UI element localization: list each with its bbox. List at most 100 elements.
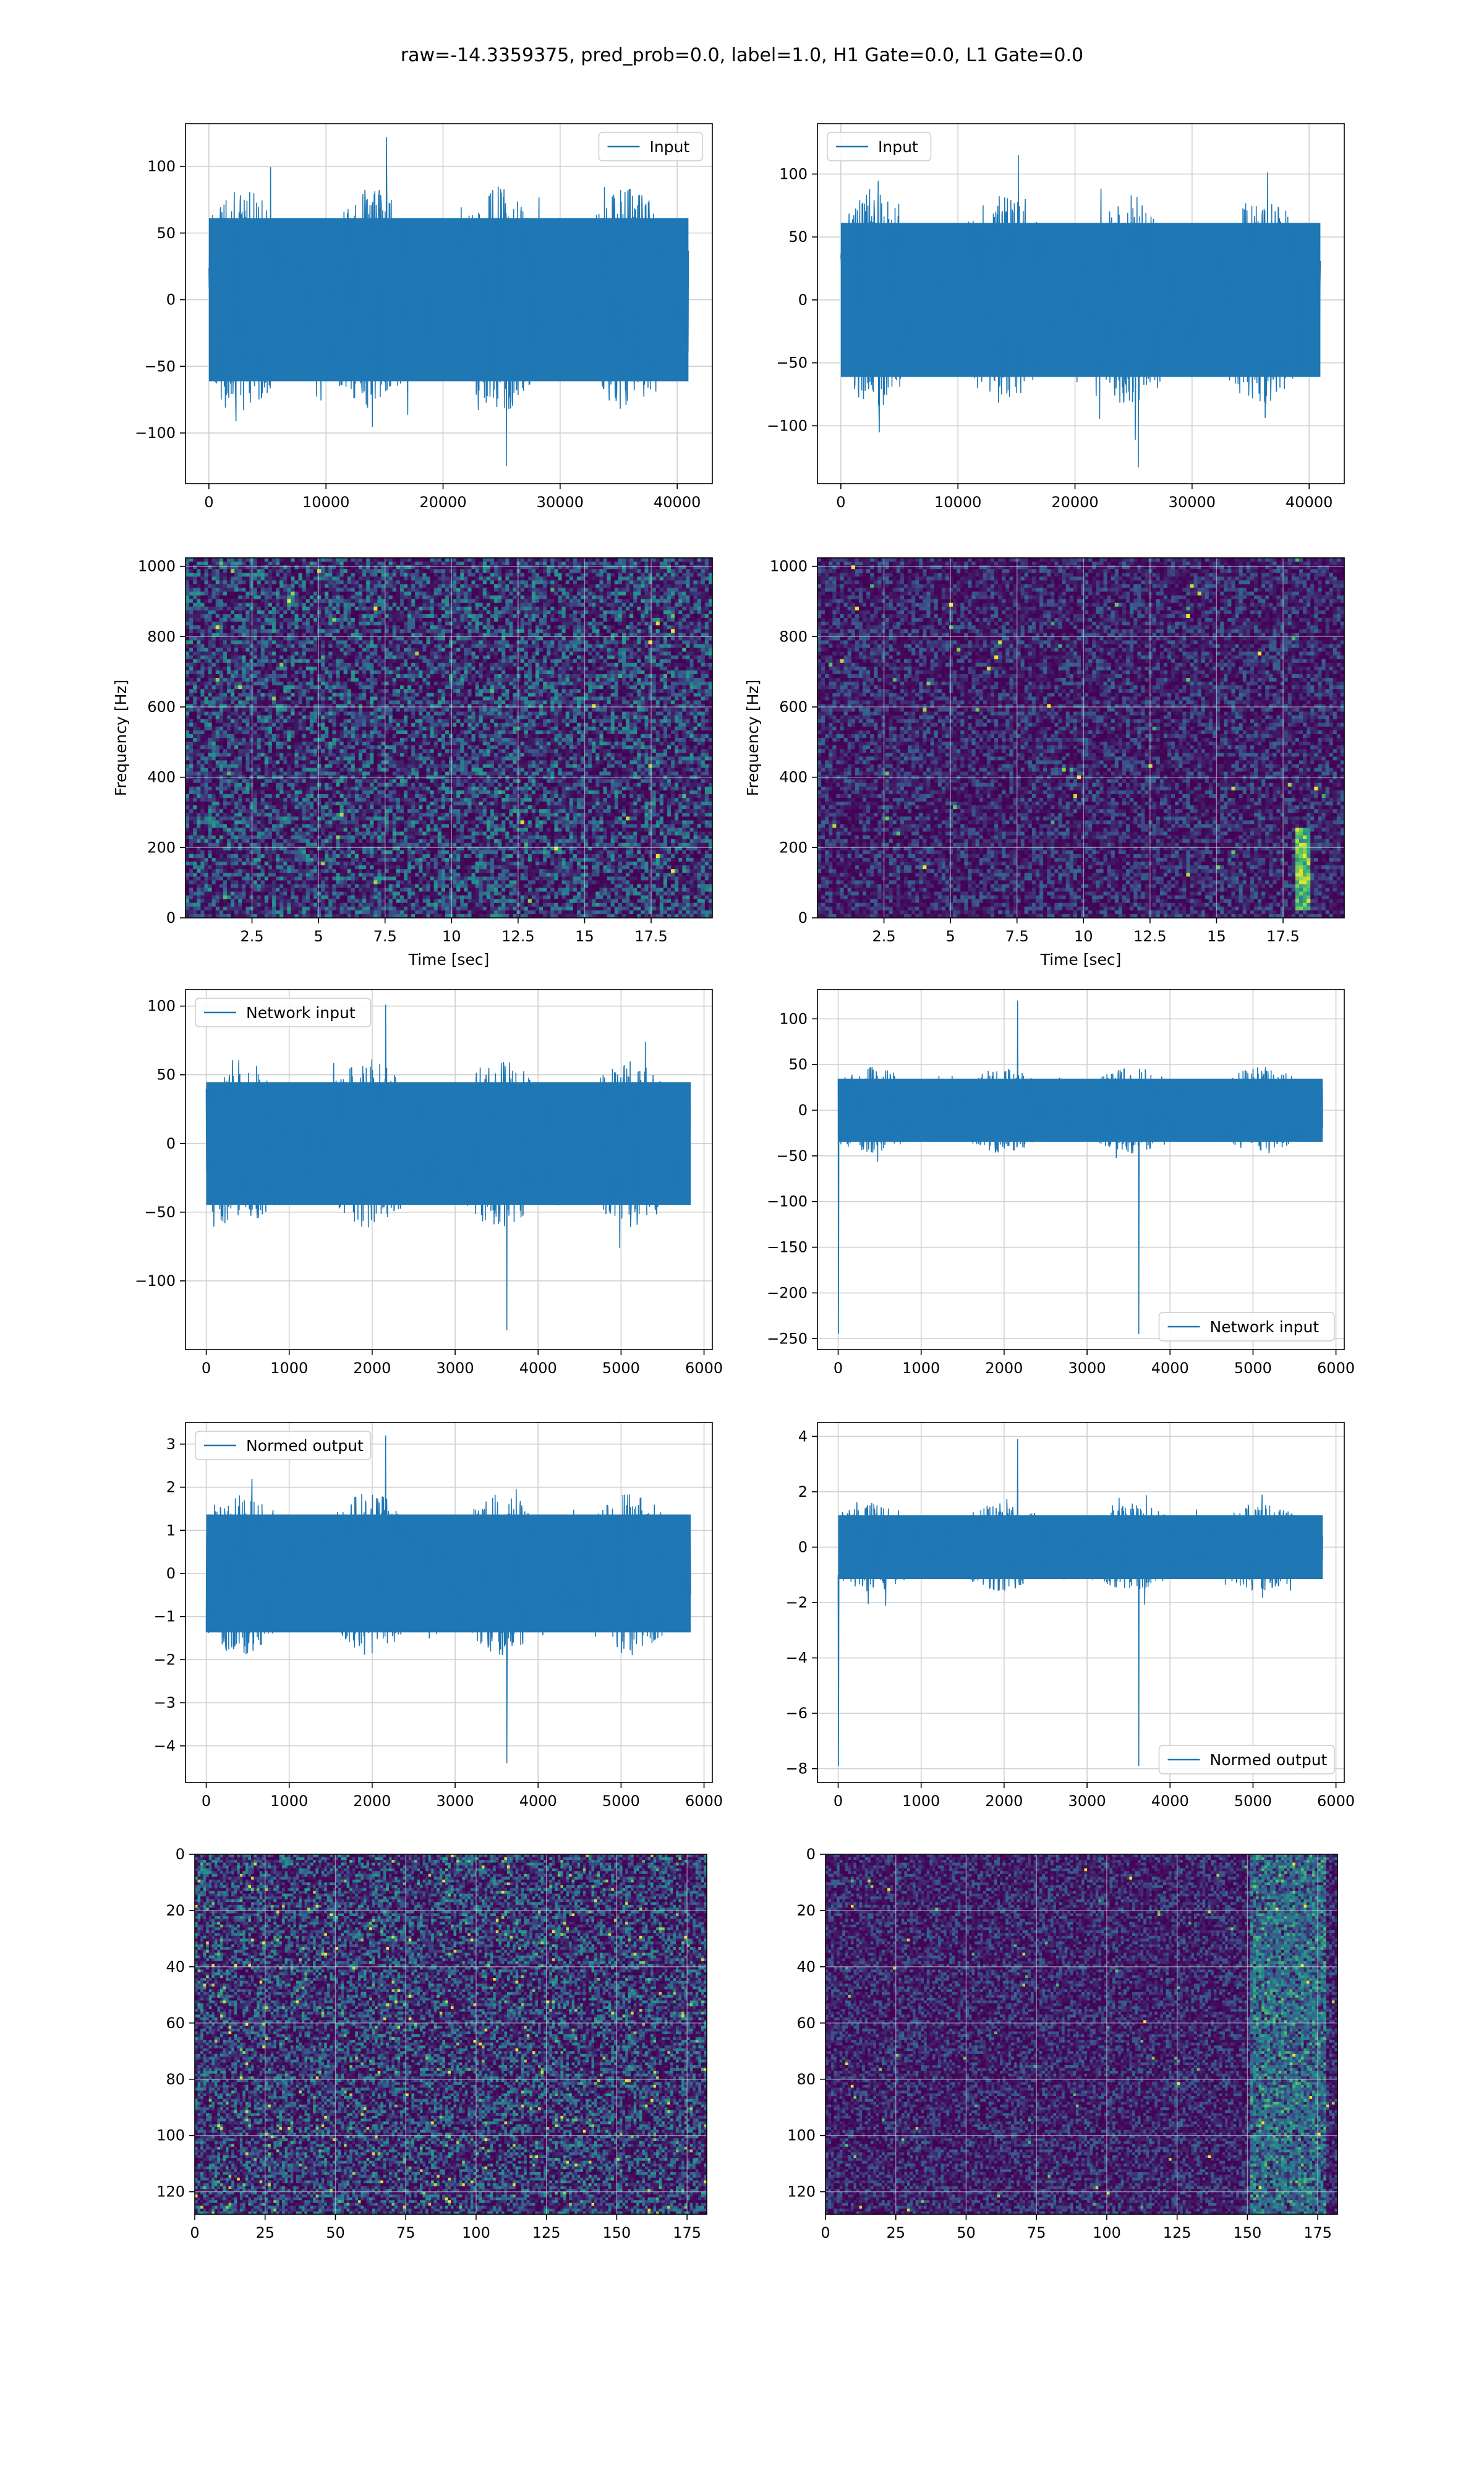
panel-spectrogram-h1-x-tick-label: 2.5 xyxy=(240,928,263,945)
panel-feature-map-l1-y-tick-label: 40 xyxy=(796,1958,816,1975)
panel-normed-output-l1-y-tick-label: 2 xyxy=(798,1483,808,1500)
panel-spectrogram-l1-x-tick-label: 17.5 xyxy=(1266,928,1299,945)
panel-normed-output-h1-y-tick-label: −2 xyxy=(154,1651,176,1668)
panel-network-input-h1-x-tick-label: 5000 xyxy=(602,1359,640,1377)
panel-feature-map-l1-y-tick-label: 20 xyxy=(796,1902,816,1919)
panel-input-h1-x-tick-label: 40000 xyxy=(654,494,701,511)
panel-network-input-l1-legend-label: Network input xyxy=(1210,1318,1320,1336)
panel-feature-map-l1-x-tick-label: 175 xyxy=(1303,2224,1332,2241)
panel-spectrogram-l1-y-tick-label: 400 xyxy=(779,769,808,786)
panel-feature-map-h1-x-tick-label: 0 xyxy=(190,2224,199,2241)
panel-spectrogram-h1-x-tick-label: 5 xyxy=(314,928,323,945)
panel-network-input-l1-x-tick-label: 6000 xyxy=(1317,1359,1355,1377)
panel-normed-output-l1-x-tick-label: 0 xyxy=(834,1792,843,1810)
panel-normed-output-h1-y-tick-label: 3 xyxy=(166,1436,176,1453)
panel-input-h1-y-tick-label: 0 xyxy=(166,291,176,309)
panel-normed-output-l1-x-tick-label: 6000 xyxy=(1317,1792,1355,1810)
panel-network-input-h1-legend: Network input xyxy=(195,998,371,1027)
panel-input-h1-y-tick-label: −100 xyxy=(135,424,176,442)
panel-network-input-h1-y-tick-label: 100 xyxy=(147,998,176,1015)
panel-feature-map-h1-y-tick-label: 0 xyxy=(176,1846,185,1863)
panel-input-l1-legend: Input xyxy=(827,132,931,161)
panel-spectrogram-h1-x-tick-label: 10 xyxy=(442,928,461,945)
panel-normed-output-l1-y-tick-label: −2 xyxy=(786,1594,808,1611)
panel-spectrogram-l1-x-tick-label: 7.5 xyxy=(1005,928,1029,945)
panel-normed-output-l1-legend-label: Normed output xyxy=(1210,1751,1328,1769)
panel-spectrogram-h1-x-axis-label: Time [sec] xyxy=(408,951,490,969)
panel-spectrogram-h1: 2.5 5 7.5 10 12.5 15 17.502004006008001000Time… xyxy=(186,558,712,918)
panel-normed-output-l1-y-tick-label: 4 xyxy=(798,1427,808,1445)
panel-spectrogram-l1: 2.5 5 7.5 10 12.5 15 17.502004006008001000Time… xyxy=(817,558,1344,918)
panel-input-l1-y-tick-label: 100 xyxy=(779,165,808,182)
panel-spectrogram-h1-x-tick-label: 17.5 xyxy=(634,928,667,945)
panel-network-input-l1-y-tick-label: −100 xyxy=(767,1193,808,1210)
figure-suptitle: raw=-14.3359375, pred_prob=0.0, label=1.… xyxy=(0,45,1484,66)
panel-spectrogram-h1-x-tick-label: 15 xyxy=(575,928,594,945)
panel-network-input-h1-y-tick-label: 50 xyxy=(156,1066,176,1084)
panel-spectrogram-l1-x-tick-label: 12.5 xyxy=(1133,928,1166,945)
panel-normed-output-h1-x-tick-label: 1000 xyxy=(270,1792,308,1810)
panel-network-input-h1-x-tick-label: 4000 xyxy=(519,1359,557,1377)
panel-network-input-h1-y-tick-label: 0 xyxy=(166,1135,176,1152)
panel-feature-map-h1-x-tick-label: 25 xyxy=(255,2224,275,2241)
panel-feature-map-h1-x-tick-label: 75 xyxy=(396,2224,416,2241)
panel-feature-map-h1-x-tick-label: 175 xyxy=(673,2224,701,2241)
panel-spectrogram-h1-x-tick-label: 7.5 xyxy=(373,928,397,945)
panel-network-input-h1-legend-label: Network input xyxy=(246,1004,356,1022)
panel-network-input-l1-x-tick-label: 3000 xyxy=(1068,1359,1106,1377)
panel-normed-output-h1-y-tick-label: −4 xyxy=(154,1737,176,1755)
panel-input-l1-y-tick-label: −100 xyxy=(767,417,808,434)
panel-spectrogram-l1-y-tick-label: 200 xyxy=(779,839,808,856)
panel-network-input-l1-y-tick-label: 0 xyxy=(798,1102,808,1119)
panel-network-input-h1-x-tick-label: 0 xyxy=(202,1359,211,1377)
panel-normed-output-h1-x-tick-label: 6000 xyxy=(685,1792,723,1810)
panel-normed-output-h1-y-tick-label: 0 xyxy=(166,1565,176,1582)
panel-spectrogram-h1-y-axis-label: Frequency [Hz] xyxy=(112,680,130,797)
panel-normed-output-h1-y-tick-label: −1 xyxy=(154,1608,176,1625)
panel-network-input-l1-legend: Network input xyxy=(1159,1312,1335,1341)
panel-normed-output-h1-legend: Normed output xyxy=(195,1431,371,1460)
panel-input-l1-x-tick-label: 40000 xyxy=(1286,494,1333,511)
panel-spectrogram-l1-x-tick-label: 15 xyxy=(1207,928,1226,945)
panel-normed-output-h1-x-tick-label: 2000 xyxy=(353,1792,391,1810)
panel-normed-output-l1-y-tick-label: −4 xyxy=(786,1650,808,1667)
panel-input-h1-legend-label: Input xyxy=(650,138,690,156)
panel-spectrogram-h1-y-tick-label: 400 xyxy=(147,769,176,786)
panel-input-h1-x-tick-label: 10000 xyxy=(302,494,349,511)
panel-feature-map-l1-y-tick-label: 0 xyxy=(806,1846,816,1863)
panel-network-input-h1-x-tick-label: 3000 xyxy=(437,1359,474,1377)
panel-normed-output-l1-x-tick-label: 4000 xyxy=(1151,1792,1189,1810)
panel-network-input-l1-y-tick-label: −250 xyxy=(767,1330,808,1347)
panel-spectrogram-l1-y-tick-label: 600 xyxy=(779,698,808,716)
panel-network-input-l1-x-tick-label: 5000 xyxy=(1234,1359,1272,1377)
panel-input-l1-x-tick-label: 0 xyxy=(836,494,845,511)
panel-normed-output-h1-x-tick-label: 5000 xyxy=(602,1792,640,1810)
panel-input-h1-y-tick-label: 100 xyxy=(147,158,176,175)
panel-feature-map-l1-y-tick-label: 80 xyxy=(796,2071,816,2088)
panel-normed-output-h1-x-tick-label: 0 xyxy=(202,1792,211,1810)
panel-input-h1-x-tick-label: 0 xyxy=(204,494,213,511)
panel-normed-output-h1-legend-label: Normed output xyxy=(246,1437,364,1455)
panel-input-h1-x-tick-label: 30000 xyxy=(537,494,584,511)
panel-network-input-l1-x-tick-label: 4000 xyxy=(1151,1359,1189,1377)
panel-network-input-h1-x-tick-label: 6000 xyxy=(685,1359,723,1377)
panel-input-h1-y-tick-label: 50 xyxy=(156,225,176,242)
panel-feature-map-l1-y-tick-label: 60 xyxy=(796,2014,816,2032)
panel-network-input-l1-y-tick-label: −50 xyxy=(776,1147,808,1165)
panel-network-input-h1-y-tick-label: −50 xyxy=(144,1204,176,1221)
panel-spectrogram-l1-x-tick-label: 5 xyxy=(946,928,955,945)
panel-feature-map-l1-x-tick-label: 125 xyxy=(1163,2224,1192,2241)
panel-input-l1-y-tick-label: −50 xyxy=(776,354,808,372)
panel-spectrogram-l1-heatmap xyxy=(817,558,1345,918)
panel-input-l1-y-tick-label: 50 xyxy=(788,228,808,246)
panel-input-l1-x-tick-label: 30000 xyxy=(1169,494,1216,511)
panel-normed-output-l1-x-tick-label: 2000 xyxy=(985,1792,1023,1810)
panel-feature-map-h1-x-tick-label: 150 xyxy=(603,2224,631,2241)
panel-normed-output-l1-y-tick-label: −6 xyxy=(786,1705,808,1722)
panel-input-h1-x-tick-label: 20000 xyxy=(419,494,466,511)
